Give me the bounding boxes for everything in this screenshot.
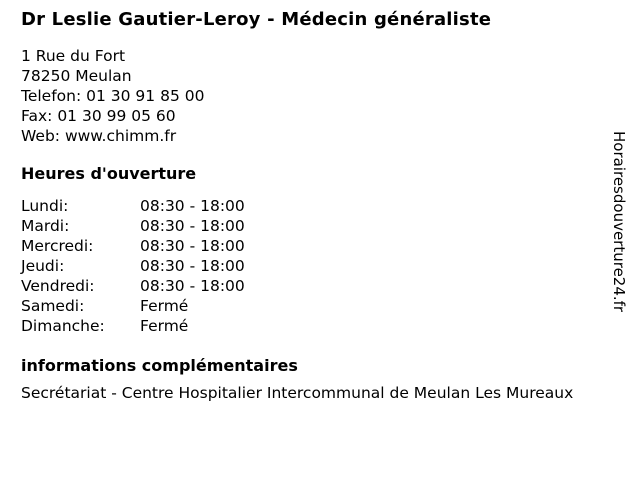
site-branding-vertical-text: Horairesdouverture24.fr [610,131,628,313]
hours-day-label: Vendredi: [21,277,95,295]
hours-row-mardi: Mardi: 08:30 - 18:00 [21,216,605,236]
main-content: Dr Leslie Gautier-Leroy - Médecin généra… [21,0,605,404]
hours-row-dimanche: Dimanche: Fermé [21,316,605,336]
hours-day-label: Lundi: [21,197,69,215]
website-line: Web: www.chimm.fr [21,127,177,145]
hours-day-label: Jeudi: [21,257,65,275]
additional-info-heading: informations complémentaires [21,356,298,375]
page-title: Dr Leslie Gautier-Leroy - Médecin généra… [21,9,492,30]
hours-row-jeudi: Jeudi: 08:30 - 18:00 [21,256,605,276]
hours-time-value: Fermé [140,297,189,315]
hours-day-label: Mercredi: [21,237,94,255]
phone-line: Telefon: 01 30 91 85 00 [21,87,205,105]
hours-time-value: 08:30 - 18:00 [140,257,245,275]
opening-hours-table: Lundi: 08:30 - 18:00 Mardi: 08:30 - 18:0… [21,196,605,336]
hours-row-mercredi: Mercredi: 08:30 - 18:00 [21,236,605,256]
fax-line: Fax: 01 30 99 05 60 [21,107,176,125]
hours-day-label: Dimanche: [21,317,105,335]
additional-info-text: Secrétariat - Centre Hospitalier Interco… [21,384,574,402]
hours-day-label: Samedi: [21,297,85,315]
opening-hours-heading: Heures d'ouverture [21,164,197,183]
hours-row-samedi: Samedi: Fermé [21,296,605,316]
hours-time-value: 08:30 - 18:00 [140,197,245,215]
hours-day-label: Mardi: [21,217,70,235]
address-line-city: 78250 Meulan [21,67,132,85]
hours-row-lundi: Lundi: 08:30 - 18:00 [21,196,605,216]
hours-row-vendredi: Vendredi: 08:30 - 18:00 [21,276,605,296]
hours-time-value: 08:30 - 18:00 [140,277,245,295]
address-line-street: 1 Rue du Fort [21,47,126,65]
hours-time-value: 08:30 - 18:00 [140,237,245,255]
hours-time-value: Fermé [140,317,189,335]
hours-time-value: 08:30 - 18:00 [140,217,245,235]
contact-block: 1 Rue du Fort 78250 Meulan Telefon: 01 3… [21,46,605,146]
